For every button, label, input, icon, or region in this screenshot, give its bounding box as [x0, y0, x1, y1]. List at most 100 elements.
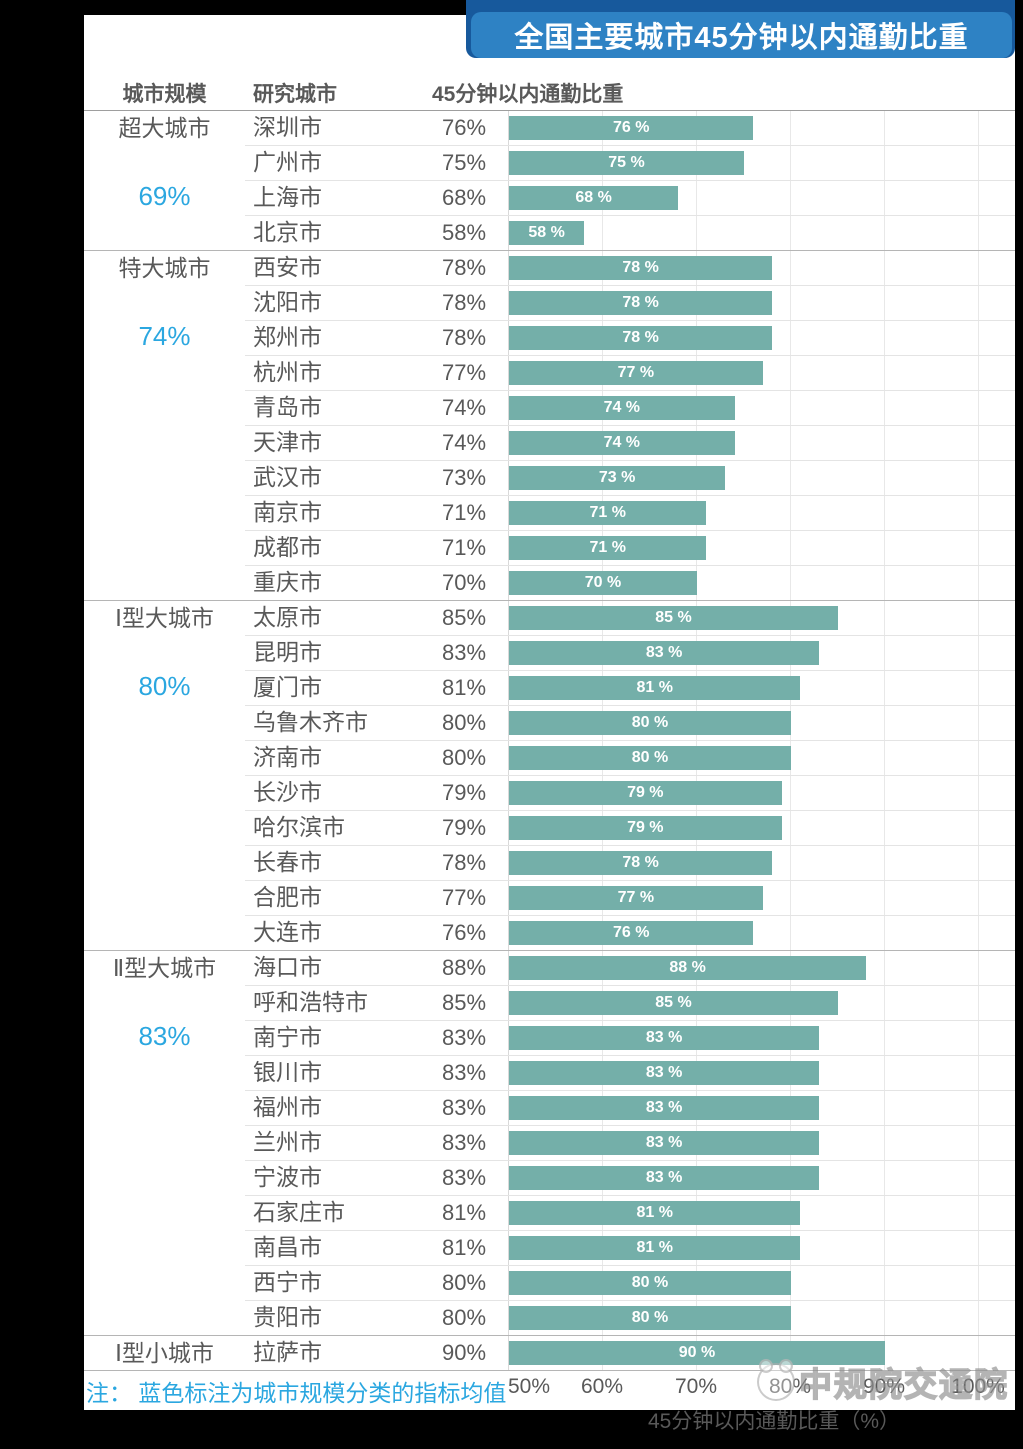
table-row: 石家庄市 81% 81 % [245, 1196, 1015, 1231]
bar-plot-cell: 88 % [508, 951, 1015, 985]
group-rows: 西安市 78% 78 % 沈阳市 78% 78 % 郑州市 78% 78 % 杭州市 77% 77 %… [245, 251, 1015, 600]
bar-plot-cell: 79 % [508, 776, 1015, 810]
city-scale-group: 超大城市 69% 深圳市 76% 76 % 广州市 75% 75 % 上海市 68% 68 % 北京市… [84, 111, 1015, 251]
bar-value-label: 71 % [589, 504, 626, 521]
city-name: 沈阳市 [253, 289, 322, 315]
bar-value-label: 76 % [612, 924, 650, 941]
bar-plot-cell: 74 % [508, 426, 1015, 460]
city-name: 兰州市 [253, 1129, 322, 1155]
city-value: 77% [441, 360, 487, 385]
table-row: 宁波市 83% 83 % [245, 1161, 1015, 1196]
group-rows: 深圳市 76% 76 % 广州市 75% 75 % 上海市 68% 68 % 北京市 58% 58 % [245, 111, 1015, 250]
page-title: 全国主要城市45分钟以内通勤比重 [514, 22, 969, 54]
bar-plot-cell: 78 % [508, 846, 1015, 880]
commute-share-bar: 78 % [509, 291, 773, 315]
city-scale-label: Ⅰ型大城市 [115, 605, 214, 631]
commute-share-bar: 79 % [509, 816, 782, 840]
bar-plot-cell: 81 % [508, 671, 1015, 705]
city-scale-group: 特大城市 74% 西安市 78% 78 % 沈阳市 78% 78 % 郑州市 78% 78 % 杭州市… [84, 251, 1015, 601]
bar-value-label: 79 % [627, 784, 664, 801]
commute-share-bar: 90 % [509, 1341, 885, 1365]
city-value: 88% [441, 955, 487, 980]
table-row: 青岛市 74% 74 % [245, 391, 1015, 426]
table-row: 福州市 83% 83 % [245, 1091, 1015, 1126]
city-name: 福州市 [253, 1094, 322, 1120]
city-scale-label: Ⅱ型大城市 [112, 955, 217, 981]
city-value: 83% [441, 1130, 487, 1155]
table-row: 大连市 76% 76 % [245, 916, 1015, 950]
bar-plot-cell: 78 % [508, 286, 1015, 320]
city-name: 杭州市 [253, 359, 322, 385]
city-scale-cell: Ⅱ型大城市 83% [84, 951, 245, 1335]
table-row: 天津市 74% 74 % [245, 426, 1015, 461]
bar-value-label: 71 % [589, 539, 626, 556]
table-row: 杭州市 77% 77 % [245, 356, 1015, 391]
city-value: 79% [441, 780, 487, 805]
bar-plot-cell: 83 % [508, 1021, 1015, 1055]
city-value: 74% [441, 395, 487, 420]
bar-value-label: 75 % [608, 154, 645, 171]
table-row: 拉萨市 90% 90 % [245, 1336, 1015, 1370]
city-name: 石家庄市 [253, 1199, 345, 1225]
city-scale-label: 特大城市 [118, 255, 211, 281]
city-name: 拉萨市 [253, 1339, 322, 1365]
city-value: 75% [441, 150, 487, 175]
bar-plot-cell: 78 % [508, 251, 1015, 285]
city-name: 深圳市 [253, 114, 322, 140]
table-row: 长春市 78% 78 % [245, 846, 1015, 881]
city-name: 海口市 [253, 954, 322, 980]
table-row: 南京市 71% 71 % [245, 496, 1015, 531]
city-name: 宁波市 [253, 1164, 322, 1190]
x-axis-tick-50: 50% [508, 1375, 551, 1398]
table-row: 广州市 75% 75 % [245, 146, 1015, 181]
bar-plot-cell: 74 % [508, 391, 1015, 425]
commute-share-bar: 74 % [509, 396, 735, 420]
city-scale-group: Ⅱ型大城市 83% 海口市 88% 88 % 呼和浩特市 85% 85 % 南宁市 83% 83 %… [84, 951, 1015, 1336]
city-value: 73% [441, 465, 487, 490]
group-rows: 拉萨市 90% 90 % [245, 1336, 1015, 1370]
city-value: 71% [441, 500, 487, 525]
table-row: 深圳市 76% 76 % [245, 111, 1015, 146]
bar-plot-cell: 83 % [508, 1091, 1015, 1125]
city-name: 西宁市 [253, 1269, 322, 1295]
footnote: 注： 蓝色标注为城市规模分类的指标均值 [86, 1380, 507, 1406]
commute-share-bar: 80 % [509, 711, 791, 735]
city-name: 济南市 [253, 744, 322, 770]
city-scale-mean-value: 74% [138, 321, 191, 351]
commute-share-bar: 83 % [509, 1096, 820, 1120]
city-value: 85% [441, 605, 487, 630]
commute-share-bar: 70 % [509, 571, 697, 595]
bar-value-label: 76 % [612, 119, 650, 136]
bar-value-label: 80 % [631, 1274, 669, 1291]
bar-plot-cell: 83 % [508, 636, 1015, 670]
commute-share-bar: 78 % [509, 256, 773, 280]
city-name: 银川市 [253, 1059, 322, 1085]
city-value: 83% [441, 1025, 487, 1050]
bar-plot-cell: 80 % [508, 1301, 1015, 1335]
city-value: 80% [441, 1270, 487, 1295]
x-axis-tick-100: 100% [951, 1375, 1005, 1398]
table-row: 长沙市 79% 79 % [245, 776, 1015, 811]
bar-plot-cell: 75 % [508, 146, 1015, 180]
city-name: 重庆市 [253, 569, 322, 595]
commute-share-bar: 83 % [509, 1026, 820, 1050]
bar-value-label: 85 % [655, 994, 692, 1011]
table-header-row: 城市规模 研究城市 45分钟以内通勤比重 [84, 75, 1015, 111]
table-row: 海口市 88% 88 % [245, 951, 1015, 986]
bar-value-label: 73 % [598, 469, 636, 486]
bar-value-label: 77 % [617, 889, 655, 906]
commute-share-bar: 68 % [509, 186, 679, 210]
bar-value-label: 80 % [631, 749, 669, 766]
city-value: 76% [441, 115, 487, 140]
bar-plot-cell: 85 % [508, 601, 1015, 635]
chart-card: 城市规模 研究城市 45分钟以内通勤比重 超大城市 69% 深圳市 76% 76 % 广州… [84, 15, 1015, 1433]
commute-share-bar: 81 % [509, 676, 801, 700]
bar-value-label: 83 % [645, 1134, 683, 1151]
commute-share-bar: 58 % [509, 221, 585, 245]
bar-plot-cell: 70 % [508, 566, 1015, 600]
city-scale-cell: 超大城市 69% [84, 111, 245, 250]
commute-share-bar: 83 % [509, 1061, 820, 1085]
bar-plot-cell: 81 % [508, 1196, 1015, 1230]
commute-share-bar: 79 % [509, 781, 782, 805]
bar-value-label: 83 % [645, 1064, 683, 1081]
